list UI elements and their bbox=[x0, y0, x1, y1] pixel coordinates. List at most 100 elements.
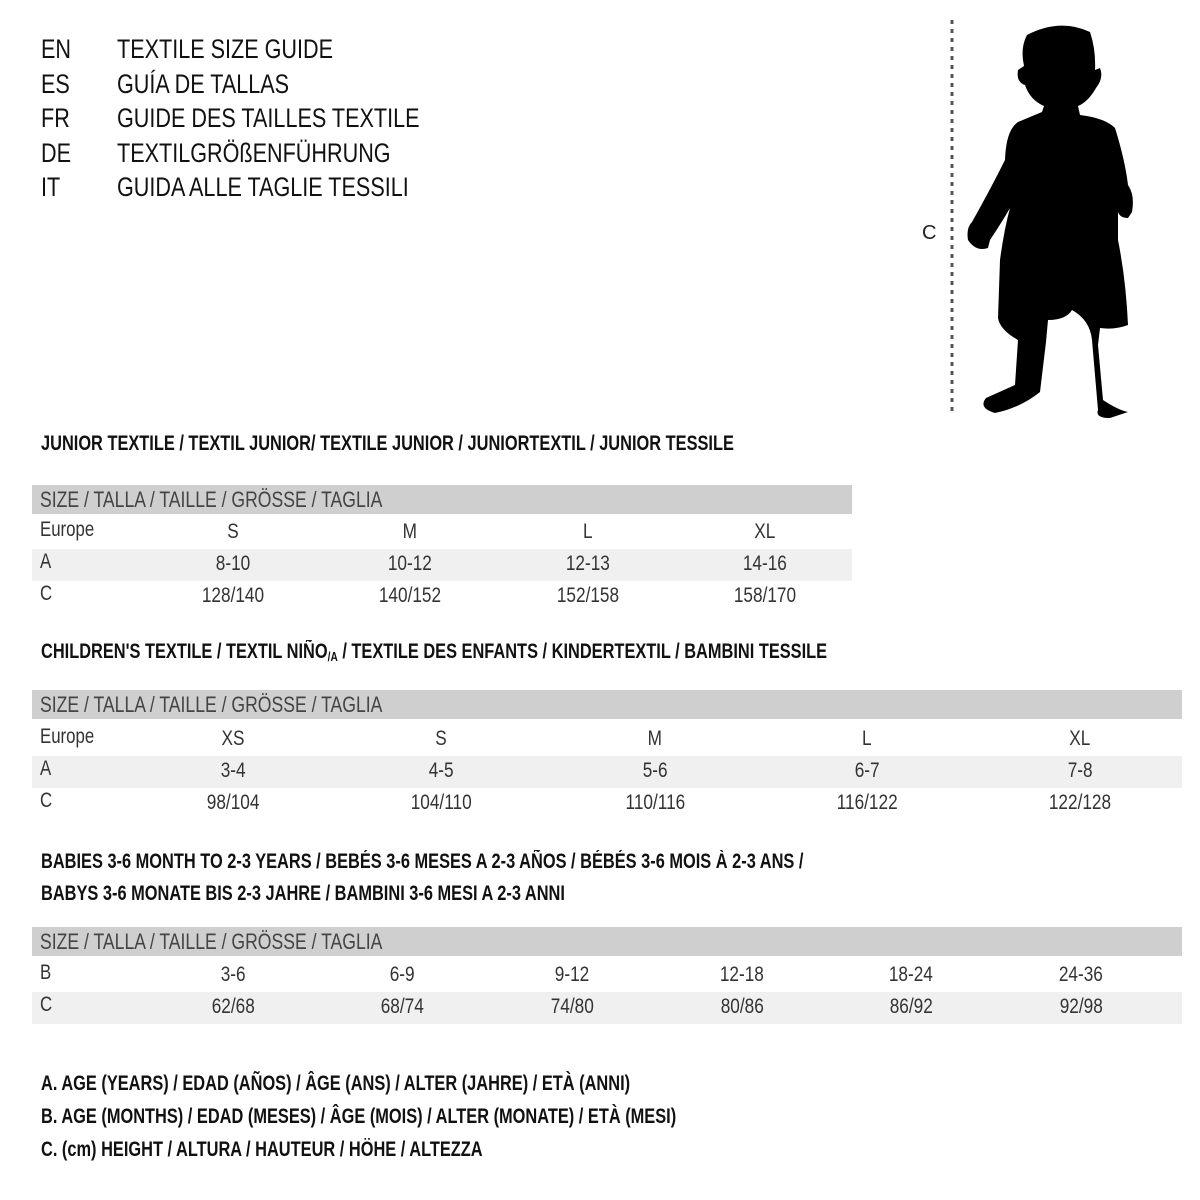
size-header-bar: SIZE / TALLA / TAILLE / GRÖSSE / TAGLIA bbox=[32, 485, 852, 514]
title-lang-code: EN bbox=[41, 32, 79, 66]
cell-value: 7-8 bbox=[1067, 759, 1093, 782]
table-cell: 104/110 bbox=[361, 791, 521, 815]
table-cell: 12-13 bbox=[508, 552, 668, 576]
table-cell: XL bbox=[1000, 727, 1160, 751]
table-cell: 7-8 bbox=[1000, 759, 1160, 783]
table-cell: 158/170 bbox=[685, 584, 845, 608]
children-heading-text-rest: / TEXTILE DES ENFANTS / KINDERTEXTIL / B… bbox=[337, 640, 828, 663]
size-header-bar: SIZE / TALLA / TAILLE / GRÖSSE / TAGLIA bbox=[32, 927, 1182, 956]
cell-value: L bbox=[583, 520, 593, 543]
table-cell: 3-6 bbox=[153, 963, 313, 987]
title-text: GUIDA ALLE TAGLIE TESSILI bbox=[117, 170, 482, 204]
cell-value: 3-4 bbox=[220, 759, 246, 782]
cell-value: 6-7 bbox=[854, 759, 880, 782]
table-row: Europe XS S M L XL bbox=[32, 724, 1182, 756]
title-text: GUÍA DE TALLAS bbox=[117, 67, 332, 101]
cell-value: 80/86 bbox=[720, 995, 764, 1018]
lang-code: FR bbox=[41, 103, 70, 133]
table-cell: 14-16 bbox=[685, 552, 845, 576]
table-row: B 3-6 6-9 9-12 12-18 18-24 24-36 bbox=[32, 960, 1182, 992]
table-cell: 9-12 bbox=[492, 963, 652, 987]
cell-value: 5-6 bbox=[642, 759, 668, 782]
cell-value: 128/140 bbox=[201, 584, 265, 607]
table-row: C 128/140 140/152 152/158 158/170 bbox=[32, 581, 852, 613]
table-cell: 128/140 bbox=[153, 584, 313, 608]
table-cell: 3-4 bbox=[153, 759, 313, 783]
table-row: A 8-10 10-12 12-13 14-16 bbox=[32, 549, 852, 581]
children-heading: CHILDREN'S TEXTILE / TEXTIL NIÑO/A / TEX… bbox=[41, 640, 1049, 664]
table-cell: 68/74 bbox=[322, 995, 482, 1019]
cell-value: 12-13 bbox=[565, 552, 611, 575]
legend-text: C. (cm) HEIGHT / ALTURA / HAUTEUR / HÖHE… bbox=[41, 1138, 483, 1161]
cell-value: 18-24 bbox=[888, 963, 934, 986]
title-text: GUIDE DES TAILLES TEXTILE bbox=[117, 101, 495, 135]
table-cell: XL bbox=[685, 520, 845, 544]
size-header-bar: SIZE / TALLA / TAILLE / GRÖSSE / TAGLIA bbox=[32, 690, 1182, 719]
table-cell: XS bbox=[153, 727, 313, 751]
legend-text: A. AGE (YEARS) / EDAD (AÑOS) / ÂGE (ANS)… bbox=[41, 1072, 631, 1095]
table-row: Europe S M L XL bbox=[32, 517, 852, 549]
babies-heading-line1: BABIES 3-6 MONTH TO 2-3 YEARS / BEBÉS 3-… bbox=[41, 850, 804, 873]
row-label: B bbox=[40, 961, 52, 984]
cell-value: 74/80 bbox=[550, 995, 594, 1018]
cell-value: XL bbox=[1069, 727, 1091, 750]
table-cell: 12-18 bbox=[662, 963, 822, 987]
cell-value: 3-6 bbox=[220, 963, 246, 986]
title-text: TEXTILGRÖßENFÜHRUNG bbox=[117, 136, 459, 170]
cell-value: 86/92 bbox=[889, 995, 933, 1018]
title-text-value: TEXTILGRÖßENFÜHRUNG bbox=[117, 137, 391, 168]
babies-heading-2: BABYS 3-6 MONATE BIS 2-3 JAHRE / BAMBINI… bbox=[41, 882, 713, 906]
title-lang-code: FR bbox=[41, 101, 77, 135]
cell-value: 6-9 bbox=[389, 963, 415, 986]
cell-value: 104/110 bbox=[410, 791, 472, 814]
table-cell: 5-6 bbox=[575, 759, 735, 783]
title-text-value: GUÍA DE TALLAS bbox=[117, 68, 290, 99]
legend-item: B. AGE (MONTHS) / EDAD (MESES) / ÂGE (MO… bbox=[41, 1105, 855, 1129]
cell-value: S bbox=[227, 520, 239, 543]
title-text-value: TEXTILE SIZE GUIDE bbox=[117, 34, 334, 64]
table-row: C 98/104 104/110 110/116 116/122 122/128 bbox=[32, 788, 1182, 820]
legend-text: B. AGE (MONTHS) / EDAD (MESES) / ÂGE (MO… bbox=[41, 1105, 677, 1128]
cell-value: 158/170 bbox=[733, 584, 797, 607]
table-cell: 4-5 bbox=[361, 759, 521, 783]
cell-value: 62/68 bbox=[211, 995, 255, 1018]
cell-value: 68/74 bbox=[380, 995, 424, 1018]
title-text-value: GUIDE DES TAILLES TEXTILE bbox=[117, 103, 420, 133]
row-label: A bbox=[40, 550, 52, 573]
title-text-value: GUIDA ALLE TAGLIE TESSILI bbox=[117, 172, 409, 202]
children-heading-subscript: /A bbox=[327, 649, 338, 664]
cell-value: XS bbox=[221, 727, 245, 750]
table-cell: L bbox=[787, 727, 947, 751]
table-cell: 98/104 bbox=[153, 791, 313, 815]
cell-value: 140/152 bbox=[378, 584, 442, 607]
measure-label-c: C bbox=[922, 222, 936, 244]
table-cell: 18-24 bbox=[831, 963, 991, 987]
table-cell: 116/122 bbox=[787, 791, 947, 815]
cell-value: 14-16 bbox=[742, 552, 788, 575]
table-row: A 3-4 4-5 5-6 6-7 7-8 bbox=[32, 756, 1182, 788]
children-heading-text: CHILDREN'S TEXTILE / TEXTIL NIÑO bbox=[41, 640, 328, 663]
cell-value: XL bbox=[754, 520, 776, 543]
table-row: C 62/68 68/74 74/80 80/86 86/92 92/98 bbox=[32, 992, 1182, 1024]
babies-heading: BABIES 3-6 MONTH TO 2-3 YEARS / BEBÉS 3-… bbox=[41, 850, 1019, 874]
babies-heading-line2: BABYS 3-6 MONATE BIS 2-3 JAHRE / BAMBINI… bbox=[41, 882, 565, 905]
table-cell: M bbox=[575, 727, 735, 751]
table-cell: 122/128 bbox=[1000, 791, 1160, 815]
cell-value: S bbox=[435, 727, 447, 750]
title-lang-code: ES bbox=[41, 67, 77, 101]
table-cell: 6-9 bbox=[322, 963, 482, 987]
table-cell: 92/98 bbox=[1001, 995, 1161, 1019]
size-header-text: SIZE / TALLA / TAILLE / GRÖSSE / TAGLIA bbox=[40, 487, 383, 512]
cell-value: L bbox=[862, 727, 872, 750]
table-cell: 86/92 bbox=[831, 995, 991, 1019]
table-cell: 80/86 bbox=[662, 995, 822, 1019]
cell-value: 152/158 bbox=[556, 584, 620, 607]
row-label: C bbox=[40, 993, 53, 1016]
cell-value: 98/104 bbox=[206, 791, 260, 814]
table-cell: L bbox=[508, 520, 668, 544]
table-cell: 10-12 bbox=[330, 552, 490, 576]
row-label: A bbox=[40, 757, 52, 780]
cell-value: M bbox=[402, 520, 418, 543]
size-header-text: SIZE / TALLA / TAILLE / GRÖSSE / TAGLIA bbox=[40, 692, 383, 717]
